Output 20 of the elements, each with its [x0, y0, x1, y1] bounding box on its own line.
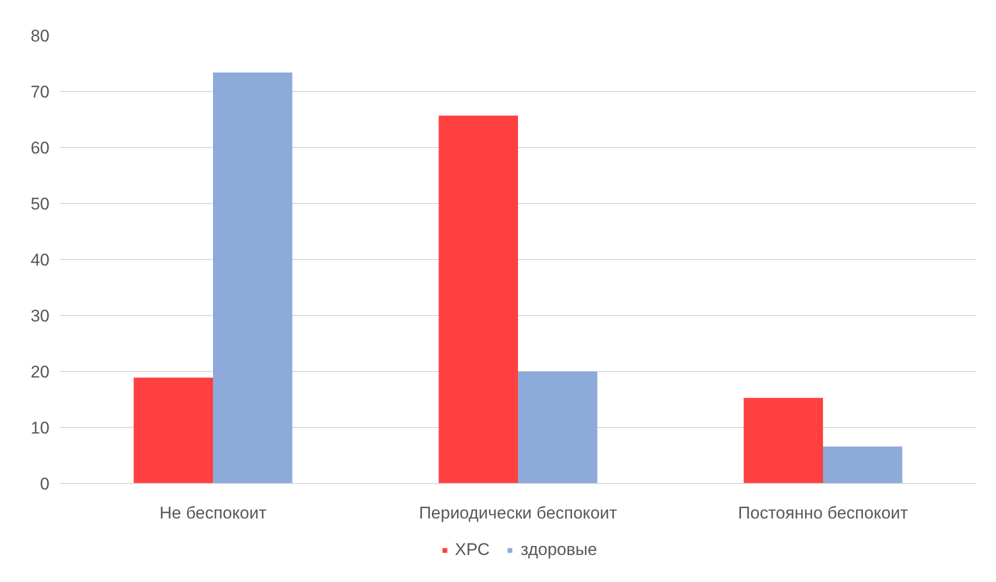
x-tick-label: Периодически беспокоит — [418, 504, 618, 522]
y-tick-label: 40 — [30, 250, 50, 270]
legend-label: здоровые — [520, 540, 598, 560]
bar — [744, 398, 823, 484]
x-tick-label: Постоянно беспокоит — [738, 504, 908, 522]
y-tick-label: 0 — [40, 474, 50, 494]
bar — [823, 446, 902, 484]
legend-label: ХРС — [454, 540, 490, 560]
y-tick-label: 70 — [30, 82, 50, 102]
y-tick-label: 60 — [30, 138, 50, 158]
bar — [518, 372, 598, 484]
bar — [438, 116, 518, 484]
bar — [213, 72, 292, 484]
y-tick-label: 30 — [30, 306, 50, 326]
y-tick-label: 20 — [30, 362, 50, 382]
x-tick-label: Не беспокоит — [160, 504, 267, 522]
y-tick-label: 80 — [30, 26, 50, 46]
bar — [134, 378, 213, 484]
y-tick-label: 10 — [30, 418, 50, 438]
y-tick-label: 50 — [30, 194, 50, 214]
